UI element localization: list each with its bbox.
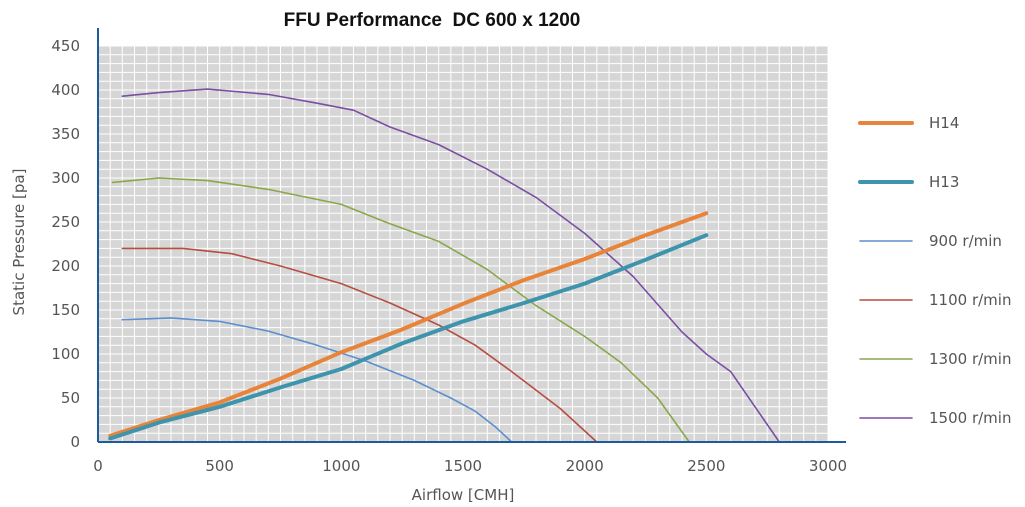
x-tick-label: 2000 [566, 457, 604, 475]
legend: H14 H13 900 r/min 1100 r/min 1300 r/min 1500 … [858, 114, 1011, 427]
legend-item-h13: H13 [858, 173, 959, 191]
y-tick-label: 250 [51, 213, 80, 231]
x-tick-label: 0 [93, 457, 103, 475]
y-tick-label: 50 [61, 389, 80, 407]
legend-label: 1300 r/min [929, 350, 1011, 368]
legend-label: 1500 r/min [929, 409, 1011, 427]
y-tick-label: 350 [51, 125, 80, 143]
series-line-1100-r-min [121, 247, 598, 443]
y-tick-label: 100 [51, 345, 80, 363]
legend-item-1300-r-min: 1300 r/min [859, 350, 1011, 368]
series-line-1300-r-min [111, 177, 691, 443]
legend-label: H14 [929, 114, 959, 132]
y-tick-label: 400 [51, 81, 80, 99]
x-tick-label: 2500 [687, 457, 725, 475]
chart-title: FFU Performance DC 600 x 1200 [284, 10, 581, 31]
x-tick-label: 500 [205, 457, 234, 475]
series-line-h13 [108, 233, 709, 441]
y-tick-label: 450 [51, 37, 80, 55]
series-line-h14 [108, 211, 709, 438]
series-line-900-r-min [121, 317, 513, 443]
y-tick-label: 200 [51, 257, 80, 275]
legend-item-h14: H14 [858, 114, 959, 132]
y-tick-label: 150 [51, 301, 80, 319]
legend-item-900-r-min: 900 r/min [859, 232, 1002, 250]
legend-label: 1100 r/min [929, 291, 1011, 309]
y-tick-label: 300 [51, 169, 80, 187]
legend-label: 900 r/min [929, 232, 1002, 250]
legend-label: H13 [929, 173, 959, 191]
x-tick-label: 1000 [322, 457, 360, 475]
x-axis-title: Airflow [CMH] [412, 486, 515, 504]
y-tick-label: 0 [70, 433, 80, 451]
x-tick-label: 1500 [444, 457, 482, 475]
x-tick-label: 3000 [809, 457, 847, 475]
series-line-1500-r-min [121, 88, 781, 443]
legend-item-1500-r-min: 1500 r/min [859, 409, 1011, 427]
y-axis-title: Static Pressure [pa] [10, 169, 28, 316]
legend-item-1100-r-min: 1100 r/min [859, 291, 1011, 309]
